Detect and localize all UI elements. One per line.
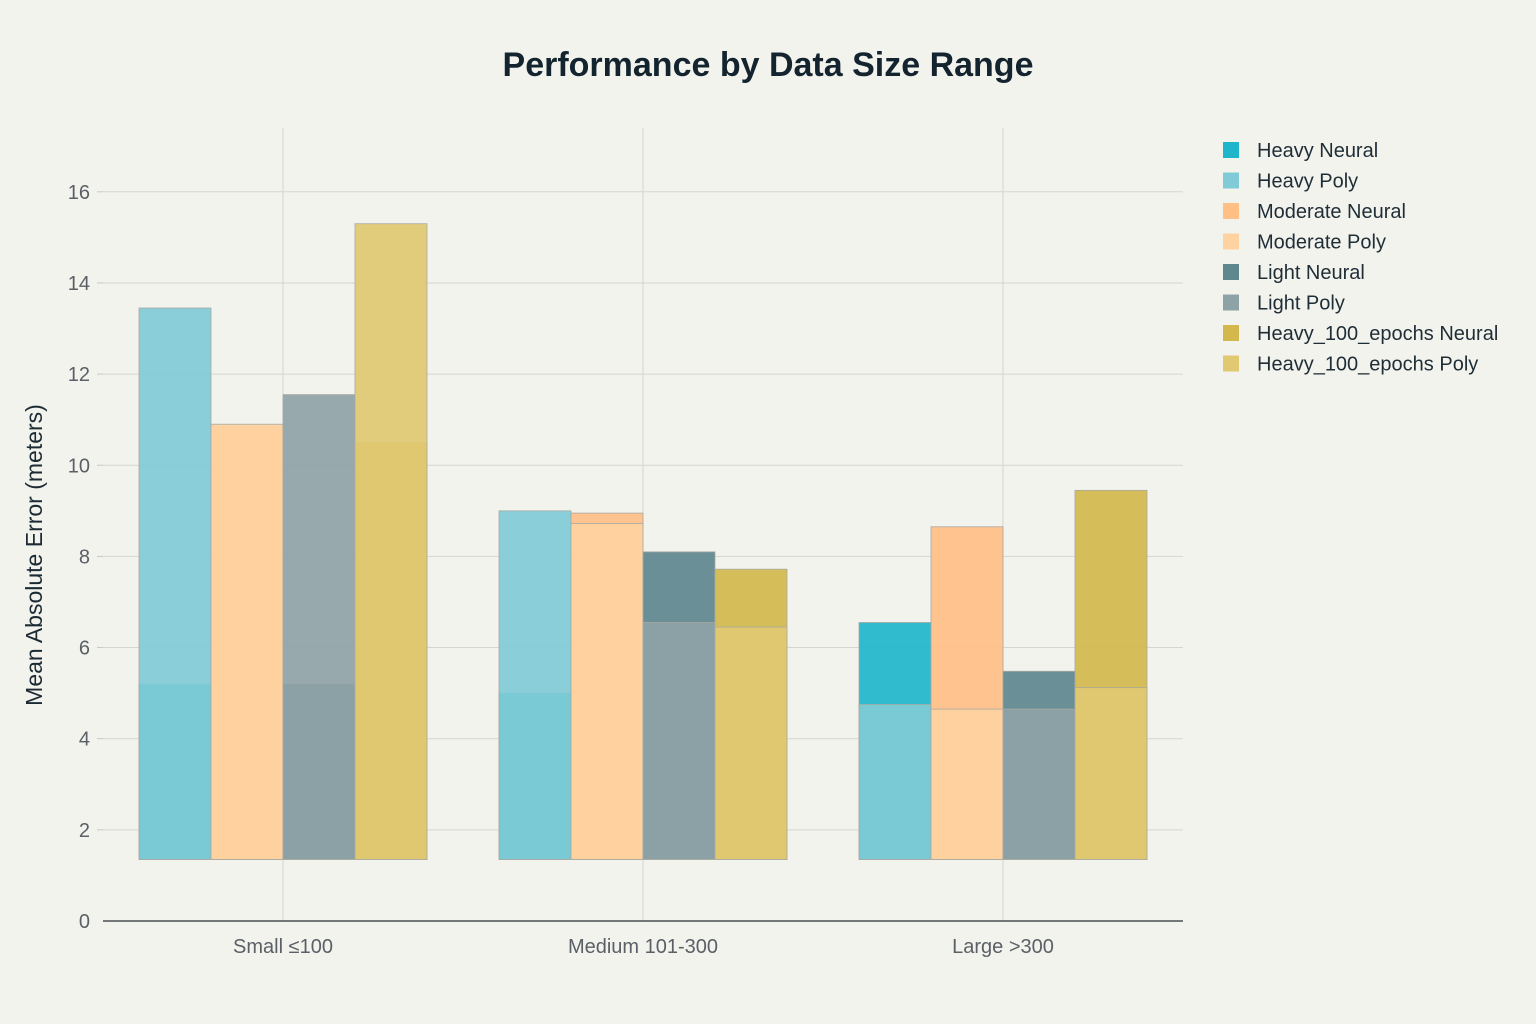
bar	[498, 510, 572, 860]
y-tick-label: 10	[68, 455, 90, 477]
bar	[138, 307, 212, 860]
y-tick-label: 0	[79, 911, 90, 933]
y-axis-label: Mean Absolute Error (meters)	[21, 404, 47, 706]
legend-swatch	[1223, 264, 1239, 280]
legend-label: Light Poly	[1257, 293, 1345, 315]
legend-swatch	[1223, 233, 1239, 250]
x-tick-label: Small ≤100	[233, 936, 333, 958]
y-tick-label: 2	[79, 820, 90, 842]
bar	[1002, 708, 1076, 860]
bar	[1074, 687, 1148, 860]
legend-label: Moderate Poly	[1257, 232, 1386, 254]
legend-label: Moderate Neural	[1257, 201, 1406, 223]
bar	[714, 626, 788, 860]
legend-label: Heavy_100_epochs Neural	[1257, 323, 1498, 345]
legend-swatch	[1223, 172, 1239, 189]
legend-swatch	[1223, 203, 1239, 219]
legend-label: Heavy Poly	[1257, 171, 1358, 193]
y-tick-label: 14	[68, 273, 90, 295]
bar	[210, 423, 284, 860]
legend-swatch	[1223, 294, 1239, 311]
legend-swatch	[1223, 142, 1239, 158]
x-tick-label: Large >300	[952, 936, 1054, 958]
bar	[282, 394, 356, 860]
y-tick-label: 6	[79, 638, 90, 660]
bar	[570, 523, 644, 860]
y-tick-label: 12	[68, 364, 90, 386]
bar	[642, 622, 716, 860]
legend-swatch	[1223, 355, 1239, 372]
legend-swatch	[1223, 325, 1239, 341]
legend-label: Light Neural	[1257, 262, 1365, 284]
bar	[858, 704, 932, 860]
x-tick-label: Medium 101-300	[568, 936, 718, 958]
bars-layer	[138, 223, 1148, 860]
legend: Heavy Neural Heavy Poly Moderate Neural Mod…	[1223, 140, 1498, 376]
bar	[930, 708, 1004, 860]
legend-label: Heavy Neural	[1257, 140, 1378, 162]
bar	[354, 223, 428, 860]
legend-label: Heavy_100_epochs Poly	[1257, 354, 1478, 376]
y-tick-label: 4	[79, 729, 90, 751]
y-tick-label: 8	[79, 546, 90, 568]
y-tick-label: 16	[68, 182, 90, 204]
chart-title: Performance by Data Size Range	[503, 46, 1034, 84]
axes-layer: 0 2 4 6 8 10 12 14 16 Small ≤100 Medium 101-300 Lar…	[68, 182, 1183, 958]
